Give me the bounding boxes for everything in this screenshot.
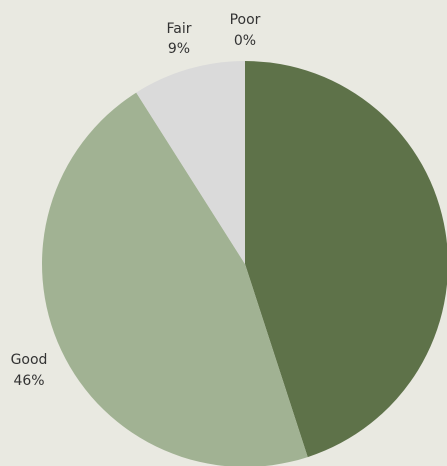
label-fair-percent: 9% <box>168 41 190 57</box>
label-poor-name: Poor <box>230 12 261 28</box>
label-good-name: Good <box>11 352 48 368</box>
pie-labels: Fair 9% Poor 0% Good 46% <box>11 12 261 389</box>
label-poor-percent: 0% <box>234 33 256 49</box>
pie-slice-fair <box>136 61 245 264</box>
pie-slice-good <box>42 92 308 466</box>
label-fair-name: Fair <box>167 21 192 37</box>
pie-slice-unlabeled <box>245 61 447 458</box>
label-good-percent: 46% <box>13 373 44 389</box>
pie-slices <box>42 61 447 466</box>
